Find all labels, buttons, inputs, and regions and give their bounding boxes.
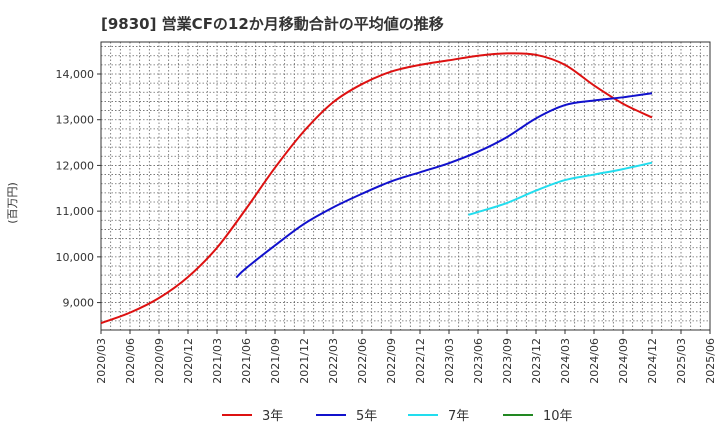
x-tick-label: 2020/03 xyxy=(95,338,108,384)
x-tick-label: 2021/09 xyxy=(269,338,282,384)
plot-frame xyxy=(100,41,711,331)
y-tick-label: 13,000 xyxy=(56,114,95,127)
x-tick-label: 2021/06 xyxy=(240,338,253,384)
x-tick-label: 2022/09 xyxy=(385,338,398,384)
x-tick-label: 2023/12 xyxy=(530,338,543,384)
y-tick-label: 11,000 xyxy=(56,205,95,218)
legend: 3年 5年 7年 10年 xyxy=(222,409,573,424)
series-line-2 xyxy=(235,92,653,279)
x-tick-label: 2021/03 xyxy=(211,338,224,384)
legend-label: 7年 xyxy=(448,409,469,424)
y-tick-label: 10,000 xyxy=(56,251,95,264)
x-tick-label: 2021/12 xyxy=(298,338,311,384)
x-tick-label: 2024/06 xyxy=(588,338,601,384)
plot-background xyxy=(101,42,710,330)
y-tick-label: 9,000 xyxy=(63,297,95,310)
x-tick-label: 2025/06 xyxy=(704,338,717,384)
x-tick-label: 2024/09 xyxy=(617,338,630,384)
x-tick-label: 2022/06 xyxy=(356,338,369,384)
series-line-1 xyxy=(100,52,653,325)
legend-label: 10年 xyxy=(543,409,573,424)
y-tick-label: 14,000 xyxy=(56,68,95,81)
x-tick-label: 2022/12 xyxy=(414,338,427,384)
x-tick-label: 2024/03 xyxy=(559,338,572,384)
x-tick-label: 2023/03 xyxy=(443,338,456,384)
x-tick-label: 2025/03 xyxy=(675,338,688,384)
x-tick-label: 2020/12 xyxy=(182,338,195,384)
legend-label: 5年 xyxy=(356,409,377,424)
y-axis-label: (百万円) xyxy=(6,182,19,224)
chart-title: [9830] 営業CFの12か月移動合計の平均値の推移 xyxy=(101,15,444,33)
y-tick-label: 12,000 xyxy=(56,159,95,172)
x-tick-label: 2024/12 xyxy=(646,338,659,384)
x-tick-label: 2023/09 xyxy=(501,338,514,384)
x-tick-label: 2020/06 xyxy=(124,338,137,384)
series-line-3 xyxy=(468,161,653,216)
x-tick-label: 2023/06 xyxy=(472,338,485,384)
plot-area: 9,000 10,000 11,000 12,000 13,000 14,000 2020/… xyxy=(56,41,717,384)
x-tick-label: 2022/03 xyxy=(327,338,340,384)
legend-label: 3年 xyxy=(262,409,283,424)
x-tick-label: 2020/09 xyxy=(153,338,166,384)
